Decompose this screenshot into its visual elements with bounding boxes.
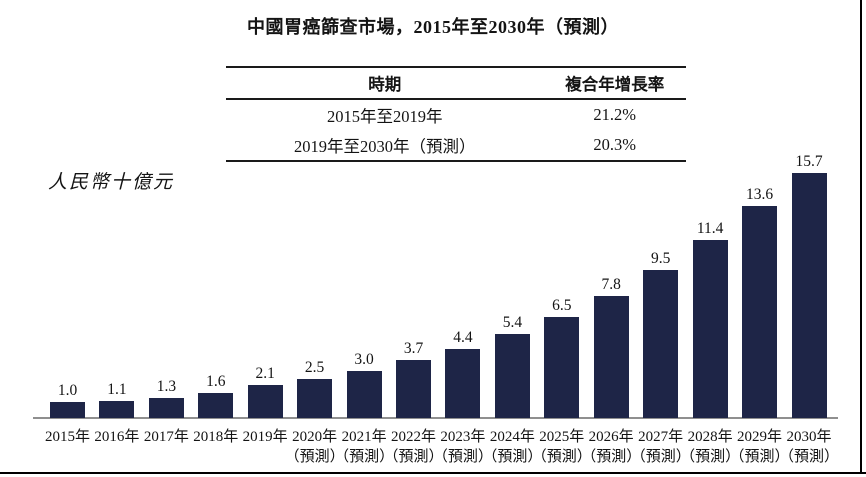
bar — [247, 385, 283, 418]
x-axis-label-year: 2028年 — [687, 429, 733, 445]
x-axis-label: 2030年 （預測） — [779, 428, 839, 467]
x-axis-label-year: 2019年 — [242, 429, 288, 445]
x-axis-label: 2017年 — [136, 428, 196, 448]
x-axis-label: 2015年 — [38, 428, 98, 448]
bar — [148, 398, 184, 418]
bar-value-label: 2.5 — [304, 359, 325, 376]
bar — [544, 317, 580, 418]
cagr-header-rate: 複合年增長率 — [565, 75, 665, 94]
x-axis-label-year: 2024年 — [489, 429, 535, 445]
bar-value-label: 13.6 — [745, 186, 774, 203]
x-axis-label: 2027年 （預測） — [631, 428, 691, 467]
bar — [593, 296, 629, 418]
bar — [742, 206, 777, 418]
x-axis-label-year: 2026年 — [588, 429, 634, 445]
x-axis-label-forecast: （預測） — [581, 448, 642, 465]
x-axis-label: 2029年 （預測） — [730, 428, 790, 467]
bar-value-label: 1.3 — [156, 378, 177, 395]
cagr-value-2019-2030: 20.3% — [593, 135, 636, 154]
x-axis-label-forecast: （預測） — [432, 448, 493, 465]
x-axis-label-forecast: （預測） — [482, 448, 543, 465]
bar-value-label: 1.1 — [107, 381, 127, 398]
x-axis-label-forecast: （預測） — [630, 448, 691, 465]
bar — [99, 401, 135, 418]
bar-value-label: 15.7 — [795, 153, 823, 170]
x-axis-label: 2018年 — [186, 428, 246, 448]
cagr-table-header-row: 時期 複合年增長率 — [226, 68, 686, 100]
x-axis-label-forecast: （預測） — [334, 448, 395, 465]
x-axis-label: 2025年 （預測） — [532, 428, 592, 467]
bar-value-label: 3.7 — [403, 340, 424, 357]
x-axis-label-year: 2018年 — [193, 429, 239, 445]
bar — [791, 173, 827, 418]
bar-value-label: 7.8 — [601, 276, 621, 293]
x-axis-label-forecast: （預測） — [779, 448, 840, 465]
x-axis-label: 2019年 — [235, 428, 295, 448]
bar — [50, 402, 85, 418]
x-axis-label: 2023年 （預測） — [433, 428, 493, 467]
x-axis-label: 2020年 （預測） — [285, 428, 345, 467]
x-axis-label-year: 2029年 — [736, 429, 782, 445]
page-edge-rule-bottom — [0, 472, 866, 474]
x-axis-label: 2016年 — [87, 428, 147, 448]
x-axis-label-year: 2016年 — [94, 429, 140, 445]
page-edge-rule-right — [860, 0, 862, 474]
x-axis-line — [33, 417, 838, 419]
x-axis-label-year: 2020年 — [292, 429, 338, 445]
cagr-header-period: 時期 — [368, 75, 402, 94]
cagr-period-2019-2030: 2019年至2030年（預測） — [293, 137, 476, 156]
x-axis-label-year: 2022年 — [390, 429, 436, 445]
x-axis-label-year: 2021年 — [341, 429, 387, 445]
x-axis-label-year: 2017年 — [143, 429, 189, 445]
x-axis-label-forecast: （預測） — [729, 448, 790, 465]
bar — [445, 349, 481, 418]
bar-value-label: 11.4 — [696, 220, 724, 237]
bar — [346, 371, 382, 418]
bar-value-label: 1.0 — [57, 382, 78, 399]
x-axis-label-forecast: （預測） — [680, 448, 741, 465]
x-axis-label: 2024年 （預測） — [482, 428, 542, 467]
cagr-period-2015-2019: 2015年至2019年 — [326, 107, 443, 126]
bar-value-label: 6.5 — [552, 297, 572, 314]
bar — [692, 240, 728, 418]
bar — [198, 393, 234, 418]
bar-value-label: 3.0 — [354, 351, 374, 368]
bar-value-label: 1.6 — [206, 373, 226, 390]
x-axis-label-forecast: （預測） — [531, 448, 592, 465]
bar — [297, 379, 333, 418]
bar — [494, 334, 530, 418]
bar-value-label: 4.4 — [453, 329, 473, 346]
x-axis-label-year: 2030年 — [786, 429, 832, 445]
x-axis-label: 2021年 （預測） — [334, 428, 394, 467]
x-axis-label-forecast: （預測） — [383, 448, 444, 465]
table-row: 2015年至2019年 21.2% — [226, 100, 686, 130]
bar — [396, 360, 431, 418]
table-row: 2019年至2030年（預測） 20.3% — [226, 130, 686, 160]
bar-value-label: 5.4 — [502, 314, 523, 331]
x-axis-label-year: 2023年 — [440, 429, 486, 445]
cagr-table: 時期 複合年增長率 2015年至2019年 21.2% 2019年至2030年（… — [226, 66, 686, 162]
bar-value-label: 9.5 — [651, 250, 671, 267]
x-axis-label: 2026年 （預測） — [581, 428, 641, 467]
chart-title: 中國胃癌篩查市場，2015年至2030年（預測） — [247, 17, 619, 37]
cagr-value-2015-2019: 21.2% — [593, 105, 636, 124]
x-axis-label-year: 2027年 — [638, 429, 684, 445]
bar — [643, 270, 679, 418]
y-axis-unit-label: 人民幣十億元 — [48, 172, 175, 193]
x-axis-label: 2028年 （預測） — [680, 428, 740, 467]
x-axis-label-year: 2025年 — [539, 429, 585, 445]
x-axis-label-forecast: （預測） — [284, 448, 345, 465]
x-axis-label: 2022年 （預測） — [384, 428, 444, 467]
x-axis-label-year: 2015年 — [44, 429, 90, 445]
bar-value-label: 2.1 — [255, 365, 275, 382]
